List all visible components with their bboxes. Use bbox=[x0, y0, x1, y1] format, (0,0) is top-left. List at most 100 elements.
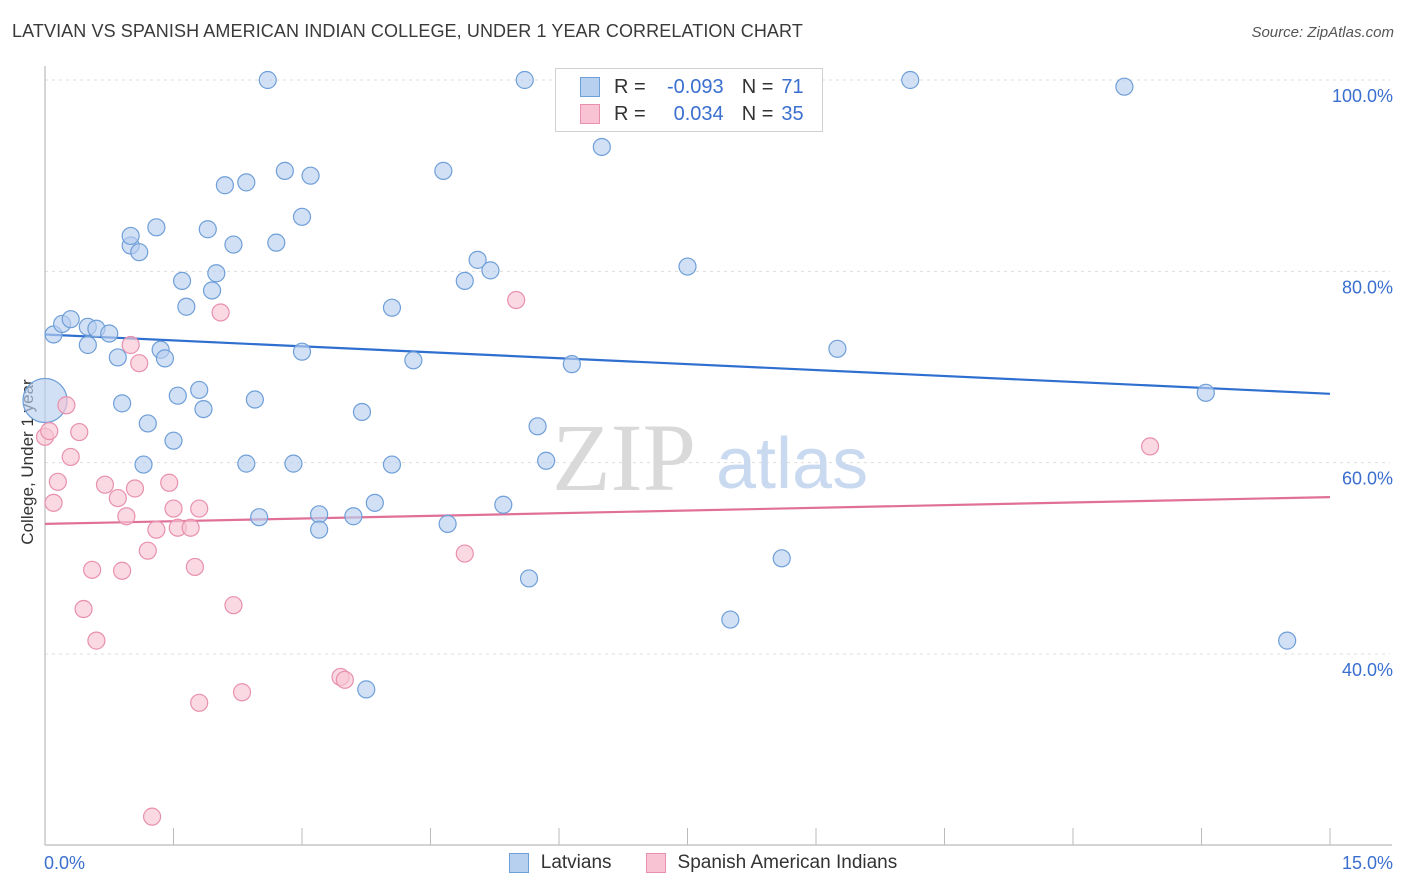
latvian-point bbox=[275, 161, 294, 180]
spanish-point bbox=[335, 670, 354, 689]
latvian-point bbox=[515, 70, 534, 90]
latvian-point bbox=[772, 549, 791, 568]
spanish-point bbox=[232, 683, 252, 702]
latvian-point bbox=[352, 402, 372, 422]
spanish-point bbox=[61, 447, 80, 467]
legend-row-latvians: R = -0.093 N = 71 bbox=[580, 75, 804, 99]
spanish-point bbox=[224, 596, 243, 615]
latvian-point bbox=[284, 454, 303, 473]
x-tick-label-max: 15.0% bbox=[1342, 853, 1393, 873]
latvian-point bbox=[78, 335, 97, 355]
legend-item-latvians[interactable]: Latvians bbox=[508, 852, 612, 874]
latvian-point bbox=[901, 70, 920, 90]
latvian-point bbox=[310, 505, 329, 524]
latvian-point bbox=[207, 264, 226, 283]
spanish-point bbox=[121, 335, 140, 355]
spanish-point bbox=[95, 475, 115, 494]
latvian-point bbox=[357, 680, 376, 699]
spanish-legend-swatch bbox=[645, 853, 666, 873]
latvian-point bbox=[147, 218, 166, 237]
r-label: R = bbox=[614, 102, 646, 125]
latvian-point bbox=[258, 70, 277, 90]
n-value: 35 bbox=[781, 102, 804, 125]
latvian-point bbox=[198, 220, 217, 239]
latvian-point bbox=[592, 137, 611, 157]
latvian-point bbox=[292, 207, 312, 226]
latvian-point bbox=[1278, 631, 1297, 650]
latvian-point bbox=[434, 161, 453, 180]
latvian-point bbox=[301, 166, 320, 185]
spanish-point bbox=[112, 561, 132, 580]
spanish-point bbox=[108, 488, 127, 508]
chart-title: LATVIAN VS SPANISH AMERICAN INDIAN COLLE… bbox=[12, 21, 803, 41]
spanish-point bbox=[142, 807, 162, 826]
n-label: N = bbox=[741, 102, 774, 125]
spanish-point bbox=[40, 421, 59, 441]
latvian-point bbox=[237, 173, 256, 192]
watermark-zip-text: ZIP bbox=[552, 404, 696, 511]
spanish-legend-label: Spanish American Indians bbox=[677, 852, 898, 873]
spanish-point bbox=[74, 599, 93, 619]
latvian-point bbox=[108, 348, 127, 367]
latvian-point bbox=[177, 297, 196, 316]
latvian-point bbox=[267, 233, 286, 252]
latvian-point bbox=[168, 386, 187, 405]
spanish-point bbox=[44, 493, 63, 512]
spanish-point bbox=[83, 560, 102, 579]
n-value: 71 bbox=[781, 75, 804, 98]
latvian-point bbox=[1196, 383, 1215, 402]
latvian-point bbox=[537, 451, 556, 470]
latvian-point bbox=[292, 342, 312, 361]
latvian-point bbox=[130, 243, 149, 262]
spanish-point bbox=[48, 472, 67, 491]
latvians-legend-swatch bbox=[508, 853, 529, 873]
spanish-point bbox=[211, 303, 230, 322]
y-tick-label: 40.0% bbox=[1342, 660, 1393, 680]
y-tick-label: 60.0% bbox=[1342, 469, 1393, 489]
spanish-point bbox=[57, 396, 76, 415]
spanish-point bbox=[190, 693, 209, 712]
latvian-point bbox=[1115, 77, 1134, 96]
latvian-trend-line bbox=[44, 333, 1331, 395]
latvian-point bbox=[194, 399, 213, 419]
latvian-point bbox=[528, 417, 547, 436]
latvian-point bbox=[237, 454, 256, 473]
spanish-swatch bbox=[580, 104, 600, 124]
correlation-legend: R = -0.093 N = 71 R = 0.034 N = 35 bbox=[555, 68, 823, 132]
y-tick-label: 100.0% bbox=[1332, 86, 1393, 106]
latvian-point bbox=[494, 495, 513, 514]
grid-lines bbox=[45, 79, 1390, 655]
spanish-point bbox=[160, 473, 179, 492]
latvian-point bbox=[202, 281, 222, 300]
spanish-point bbox=[87, 631, 106, 650]
r-label: R = bbox=[614, 75, 646, 98]
spanish-point bbox=[455, 544, 474, 563]
latvian-point bbox=[224, 235, 243, 254]
r-value: -0.093 bbox=[666, 75, 724, 98]
latvian-point bbox=[121, 226, 140, 246]
source-label: Source: ZipAtlas.com bbox=[1251, 24, 1394, 41]
r-value: 0.034 bbox=[673, 102, 724, 125]
latvian-point bbox=[678, 257, 697, 276]
latvian-point bbox=[562, 355, 581, 374]
y-tick-label: 80.0% bbox=[1342, 277, 1393, 297]
latvian-point bbox=[215, 176, 234, 195]
spanish-point bbox=[164, 499, 183, 518]
spanish-point bbox=[190, 499, 209, 518]
spanish-point bbox=[130, 354, 149, 373]
latvian-point bbox=[519, 569, 539, 588]
latvian-point bbox=[382, 455, 402, 474]
latvians-swatch bbox=[580, 77, 600, 97]
axes bbox=[44, 66, 1392, 846]
watermark-atlas-text: atlas bbox=[716, 424, 868, 504]
latvian-point bbox=[138, 414, 157, 433]
latvian-point bbox=[155, 349, 175, 368]
latvian-point bbox=[365, 493, 384, 512]
latvian-point bbox=[61, 310, 80, 329]
latvian-point bbox=[468, 250, 487, 269]
legend-item-spanish[interactable]: Spanish American Indians bbox=[645, 852, 898, 874]
watermark: ZIP atlas bbox=[552, 404, 868, 511]
latvian-point bbox=[250, 508, 269, 527]
spanish-point bbox=[117, 507, 136, 526]
latvians-legend-label: Latvians bbox=[540, 852, 612, 873]
